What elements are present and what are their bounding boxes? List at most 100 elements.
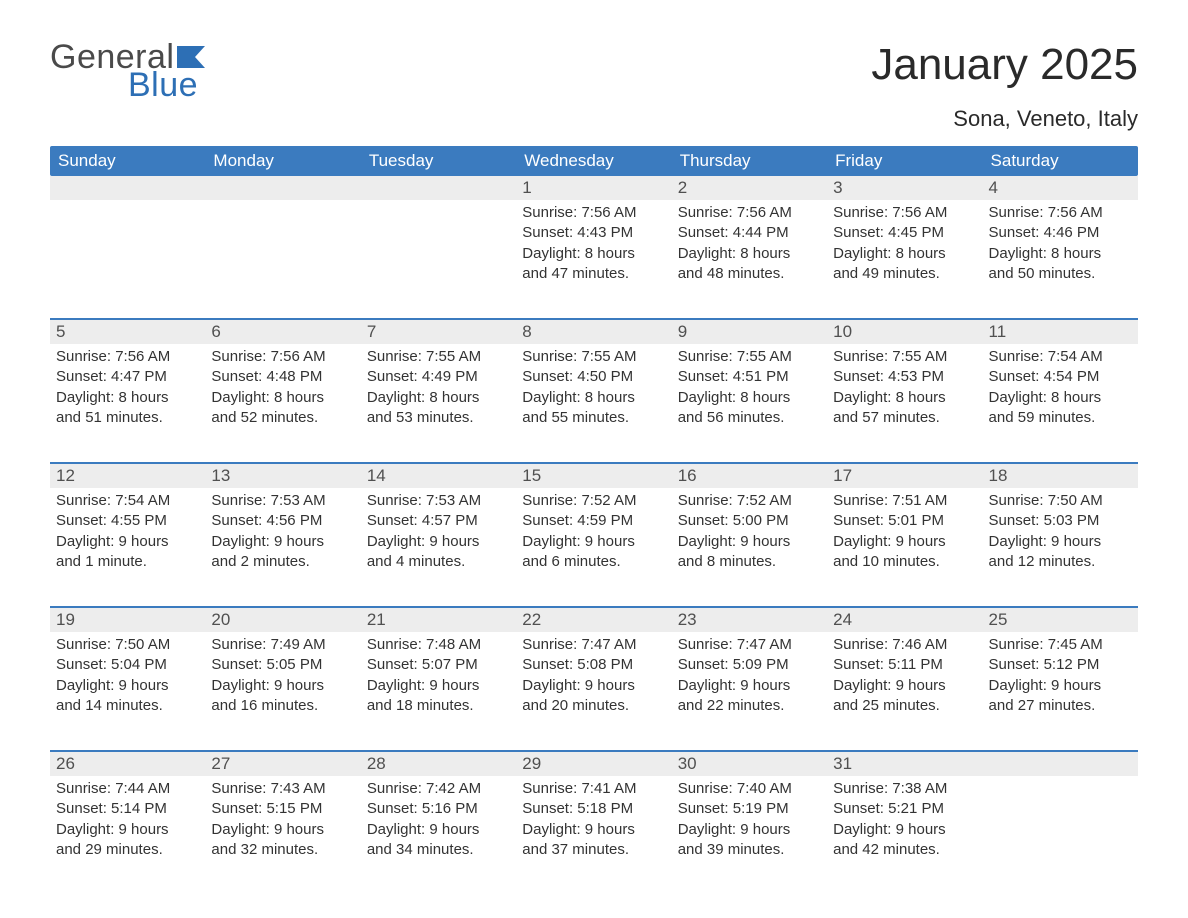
- day-details: Sunrise: 7:51 AMSunset: 5:01 PMDaylight:…: [827, 488, 982, 574]
- calendar-cell: 2Sunrise: 7:56 AMSunset: 4:44 PMDaylight…: [672, 176, 827, 306]
- day-details: Sunrise: 7:46 AMSunset: 5:11 PMDaylight:…: [827, 632, 982, 718]
- detail-daylight2: and 51 minutes.: [56, 408, 199, 428]
- detail-sunset: Sunset: 5:09 PM: [678, 655, 821, 675]
- detail-sunrise: Sunrise: 7:43 AM: [211, 779, 354, 799]
- detail-daylight1: Daylight: 9 hours: [367, 532, 510, 552]
- calendar-cell: 24Sunrise: 7:46 AMSunset: 5:11 PMDayligh…: [827, 608, 982, 738]
- calendar-cell: 20Sunrise: 7:49 AMSunset: 5:05 PMDayligh…: [205, 608, 360, 738]
- day-details: Sunrise: 7:47 AMSunset: 5:08 PMDaylight:…: [516, 632, 671, 718]
- calendar-cell: 31Sunrise: 7:38 AMSunset: 5:21 PMDayligh…: [827, 752, 982, 882]
- calendar-cell: 19Sunrise: 7:50 AMSunset: 5:04 PMDayligh…: [50, 608, 205, 738]
- day-details: Sunrise: 7:54 AMSunset: 4:55 PMDaylight:…: [50, 488, 205, 574]
- detail-daylight1: Daylight: 9 hours: [678, 676, 821, 696]
- detail-daylight1: Daylight: 9 hours: [833, 820, 976, 840]
- title-block: January 2025 Sona, Veneto, Italy: [871, 40, 1138, 132]
- day-number: 1: [516, 176, 671, 200]
- day-details: Sunrise: 7:45 AMSunset: 5:12 PMDaylight:…: [983, 632, 1138, 718]
- detail-sunrise: Sunrise: 7:47 AM: [678, 635, 821, 655]
- day-details: Sunrise: 7:38 AMSunset: 5:21 PMDaylight:…: [827, 776, 982, 862]
- detail-sunset: Sunset: 5:11 PM: [833, 655, 976, 675]
- detail-sunrise: Sunrise: 7:47 AM: [522, 635, 665, 655]
- detail-sunrise: Sunrise: 7:38 AM: [833, 779, 976, 799]
- detail-daylight1: Daylight: 9 hours: [522, 676, 665, 696]
- detail-daylight2: and 4 minutes.: [367, 552, 510, 572]
- detail-daylight2: and 12 minutes.: [989, 552, 1132, 572]
- day-number: 31: [827, 752, 982, 776]
- detail-sunset: Sunset: 4:54 PM: [989, 367, 1132, 387]
- day-details: Sunrise: 7:50 AMSunset: 5:03 PMDaylight:…: [983, 488, 1138, 574]
- detail-daylight1: Daylight: 8 hours: [833, 388, 976, 408]
- day-number: 19: [50, 608, 205, 632]
- detail-daylight2: and 34 minutes.: [367, 840, 510, 860]
- day-details: Sunrise: 7:42 AMSunset: 5:16 PMDaylight:…: [361, 776, 516, 862]
- week-row: 19Sunrise: 7:50 AMSunset: 5:04 PMDayligh…: [50, 606, 1138, 738]
- day-number: [50, 176, 205, 200]
- header: General Blue January 2025 Sona, Veneto, …: [50, 40, 1138, 132]
- detail-sunrise: Sunrise: 7:55 AM: [833, 347, 976, 367]
- detail-sunrise: Sunrise: 7:56 AM: [678, 203, 821, 223]
- logo-word-2: Blue: [128, 68, 213, 102]
- day-number: 3: [827, 176, 982, 200]
- detail-daylight2: and 37 minutes.: [522, 840, 665, 860]
- day-details: Sunrise: 7:56 AMSunset: 4:48 PMDaylight:…: [205, 344, 360, 430]
- detail-sunset: Sunset: 4:43 PM: [522, 223, 665, 243]
- detail-daylight2: and 42 minutes.: [833, 840, 976, 860]
- calendar-cell: 4Sunrise: 7:56 AMSunset: 4:46 PMDaylight…: [983, 176, 1138, 306]
- detail-daylight2: and 32 minutes.: [211, 840, 354, 860]
- detail-sunrise: Sunrise: 7:49 AM: [211, 635, 354, 655]
- detail-sunset: Sunset: 4:50 PM: [522, 367, 665, 387]
- calendar-cell: 27Sunrise: 7:43 AMSunset: 5:15 PMDayligh…: [205, 752, 360, 882]
- day-number: 13: [205, 464, 360, 488]
- day-details: Sunrise: 7:52 AMSunset: 5:00 PMDaylight:…: [672, 488, 827, 574]
- detail-daylight1: Daylight: 9 hours: [678, 820, 821, 840]
- detail-daylight2: and 14 minutes.: [56, 696, 199, 716]
- day-number: 5: [50, 320, 205, 344]
- detail-sunrise: Sunrise: 7:56 AM: [989, 203, 1132, 223]
- day-number: [361, 176, 516, 200]
- detail-sunset: Sunset: 5:12 PM: [989, 655, 1132, 675]
- day-details: Sunrise: 7:56 AMSunset: 4:45 PMDaylight:…: [827, 200, 982, 286]
- detail-sunrise: Sunrise: 7:52 AM: [522, 491, 665, 511]
- calendar-cell: [361, 176, 516, 306]
- detail-daylight2: and 29 minutes.: [56, 840, 199, 860]
- day-details: Sunrise: 7:54 AMSunset: 4:54 PMDaylight:…: [983, 344, 1138, 430]
- calendar-cell: 14Sunrise: 7:53 AMSunset: 4:57 PMDayligh…: [361, 464, 516, 594]
- page-title: January 2025: [871, 40, 1138, 90]
- day-details: Sunrise: 7:55 AMSunset: 4:49 PMDaylight:…: [361, 344, 516, 430]
- day-details: Sunrise: 7:53 AMSunset: 4:56 PMDaylight:…: [205, 488, 360, 574]
- detail-sunrise: Sunrise: 7:52 AM: [678, 491, 821, 511]
- detail-daylight2: and 55 minutes.: [522, 408, 665, 428]
- day-details: Sunrise: 7:44 AMSunset: 5:14 PMDaylight:…: [50, 776, 205, 862]
- calendar-cell: 10Sunrise: 7:55 AMSunset: 4:53 PMDayligh…: [827, 320, 982, 450]
- detail-daylight1: Daylight: 9 hours: [367, 676, 510, 696]
- calendar-cell: 8Sunrise: 7:55 AMSunset: 4:50 PMDaylight…: [516, 320, 671, 450]
- week-row: 26Sunrise: 7:44 AMSunset: 5:14 PMDayligh…: [50, 750, 1138, 882]
- day-header: Wednesday: [516, 146, 671, 176]
- week-row: 12Sunrise: 7:54 AMSunset: 4:55 PMDayligh…: [50, 462, 1138, 594]
- day-details: Sunrise: 7:56 AMSunset: 4:44 PMDaylight:…: [672, 200, 827, 286]
- detail-sunset: Sunset: 5:18 PM: [522, 799, 665, 819]
- calendar-cell: 12Sunrise: 7:54 AMSunset: 4:55 PMDayligh…: [50, 464, 205, 594]
- detail-daylight1: Daylight: 9 hours: [56, 820, 199, 840]
- calendar-cell: 30Sunrise: 7:40 AMSunset: 5:19 PMDayligh…: [672, 752, 827, 882]
- detail-daylight1: Daylight: 8 hours: [211, 388, 354, 408]
- detail-daylight2: and 10 minutes.: [833, 552, 976, 572]
- calendar-cell: 21Sunrise: 7:48 AMSunset: 5:07 PMDayligh…: [361, 608, 516, 738]
- day-details: Sunrise: 7:41 AMSunset: 5:18 PMDaylight:…: [516, 776, 671, 862]
- logo: General Blue: [50, 40, 213, 102]
- day-details: Sunrise: 7:56 AMSunset: 4:43 PMDaylight:…: [516, 200, 671, 286]
- day-number: 15: [516, 464, 671, 488]
- detail-daylight1: Daylight: 8 hours: [989, 244, 1132, 264]
- calendar-cell: [50, 176, 205, 306]
- detail-sunset: Sunset: 4:56 PM: [211, 511, 354, 531]
- week-row: 1Sunrise: 7:56 AMSunset: 4:43 PMDaylight…: [50, 176, 1138, 306]
- day-details: Sunrise: 7:43 AMSunset: 5:15 PMDaylight:…: [205, 776, 360, 862]
- detail-daylight1: Daylight: 9 hours: [989, 676, 1132, 696]
- detail-sunset: Sunset: 4:48 PM: [211, 367, 354, 387]
- detail-sunrise: Sunrise: 7:55 AM: [367, 347, 510, 367]
- detail-daylight2: and 18 minutes.: [367, 696, 510, 716]
- detail-sunrise: Sunrise: 7:41 AM: [522, 779, 665, 799]
- day-details: Sunrise: 7:49 AMSunset: 5:05 PMDaylight:…: [205, 632, 360, 718]
- detail-sunset: Sunset: 4:53 PM: [833, 367, 976, 387]
- detail-daylight1: Daylight: 9 hours: [678, 532, 821, 552]
